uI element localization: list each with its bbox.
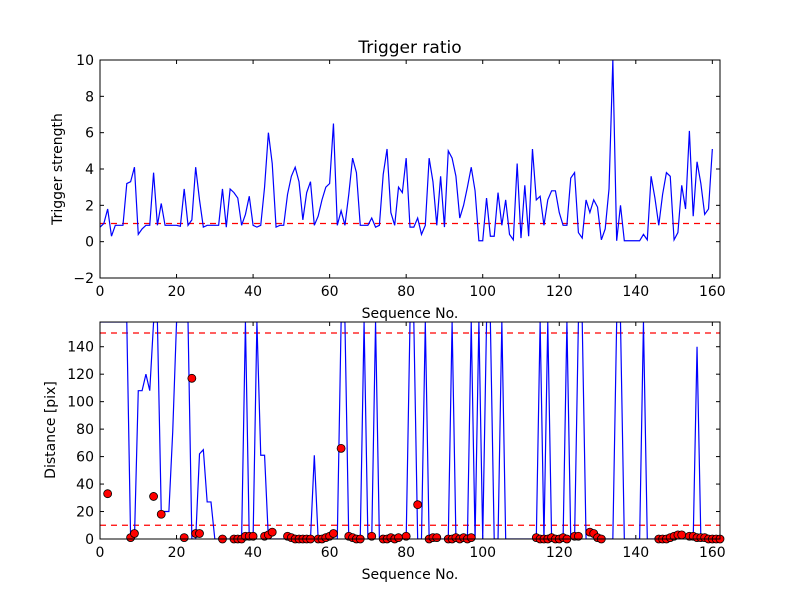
trigger-ytick-label: 8 [85,89,94,105]
distance-ytick-label: 40 [76,477,94,493]
distance-xtick-label: 60 [321,545,339,561]
distance-ytick-label: 60 [76,450,94,466]
distance-marker [179,533,189,543]
trigger-ytick-label: 4 [85,162,94,178]
trigger-xtick-label: 120 [546,284,573,300]
distance-marker [394,533,403,543]
trigger-chart: Trigger ratio 0 20 40 60 80 100 120 140 160−2024… [50,38,726,322]
distance-xtick-label: 80 [397,545,415,561]
distance-chart: 0 20 40 60 80 100 120 140 160020406080100120140 … [43,321,726,583]
trigger-series-line [100,60,713,243]
distance-xtick-label: 100 [469,545,496,561]
distance-ytick-label: 20 [76,505,94,521]
distance-marker [677,530,687,540]
distance-marker [336,443,346,453]
trigger-xtick-label: 0 [96,284,105,300]
distance-marker [329,529,338,538]
trigger-plot-area [100,60,720,243]
distance-chart-xlabel: Sequence No. [362,567,459,583]
distance-marker [103,489,113,499]
trigger-chart-title: Trigger ratio [357,38,461,58]
distance-marker [573,531,583,541]
trigger-ytick-label: 2 [85,198,94,214]
distance-ytick-label: 120 [67,367,94,383]
distance-marker [149,492,158,501]
trigger-chart-ylabel: Trigger strength [50,113,66,226]
distance-xtick-label: 160 [699,545,726,561]
distance-chart-ticks: 0 20 40 60 80 100 120 140 160 0 20 40 60 80 100 120 140 [67,322,726,561]
trigger-ytick-label: 10 [76,53,94,69]
trigger-xtick-label: 20 [168,284,186,300]
distance-marker [367,531,377,541]
distance-marker [248,531,258,541]
trigger-xtick-label: 140 [622,284,649,300]
distance-ytick-label: 80 [76,422,94,438]
trigger-xtick-label: 40 [244,284,262,300]
distance-marker [267,527,277,537]
distance-xtick-label: 40 [244,545,262,561]
distance-marker [401,531,411,541]
distance-ytick-label: 0 [85,532,94,548]
distance-chart-plot [100,322,725,544]
trigger-xtick-label: 160 [699,284,726,300]
trigger-ytick-label: −2 [73,271,94,287]
trigger-xtick-label: 60 [321,284,339,300]
distance-ytick-label: 100 [67,395,94,411]
distance-xtick-label: 0 [96,545,105,561]
trigger-chart-xlabel: Sequence No. [362,306,459,322]
distance-marker [466,533,476,543]
distance-marker [156,509,166,519]
distance-marker [413,500,423,510]
distance-xtick-label: 20 [168,545,186,561]
distance-marker [187,373,197,383]
distance-xtick-label: 120 [546,545,573,561]
trigger-ytick-label: 6 [85,126,94,142]
trigger-xtick-label: 80 [397,284,415,300]
distance-chart-frame [99,321,721,540]
distance-series-line [100,322,717,539]
trigger-xtick-label: 100 [469,284,496,300]
trigger-chart-frame [99,59,721,279]
distance-chart-ylabel: Distance [pix] [43,381,59,479]
distance-ytick-label: 140 [67,340,94,356]
trigger-ytick-label: 0 [85,235,94,251]
distance-plot-area [100,322,720,539]
distance-marker [195,529,204,538]
distance-marker [130,529,139,538]
trigger-chart-plot [100,60,720,243]
distance-xtick-label: 140 [622,545,649,561]
distance-marker [432,533,442,543]
